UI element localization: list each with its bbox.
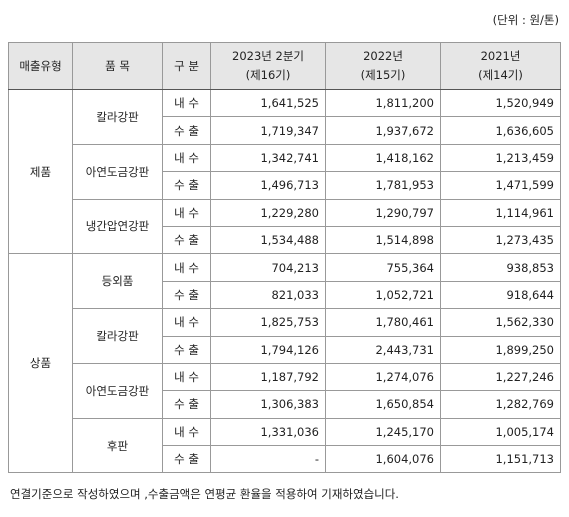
value-cell: 755,364 (325, 253, 441, 282)
kind-cell: 수 출 (162, 171, 211, 200)
value-cell: 1,151,713 (440, 445, 561, 474)
product-cell: 등외품 (72, 253, 163, 310)
product-cell: 아연도금강판 (72, 362, 163, 419)
kind-cell: 내 수 (162, 88, 211, 118)
kind-cell: 수 출 (162, 280, 211, 310)
value-cell: 1,282,769 (440, 390, 561, 419)
kind-cell: 수 출 (162, 390, 211, 419)
product-cell: 후판 (72, 417, 163, 474)
header-row: 매출유형 품 목 구 분 2023년 2분기 (제16기) 2022년 (제15기) 2… (8, 42, 561, 90)
table-row: 수 출 1,306,383 1,650,854 1,282,769 (9, 390, 561, 419)
value-cell: 1,274,076 (325, 362, 441, 392)
table-row: 제품 칼라강판 내 수 1,641,525 1,811,200 1,520,949 (8, 88, 561, 255)
value-cell: - (210, 445, 326, 474)
product-cell: 칼라강판 (72, 308, 163, 364)
period-term: (제16기) (245, 68, 291, 82)
product-cell: 냉간압연강판 (72, 198, 163, 255)
table-row: 칼라강판 내 수 1,825,753 1,780,461 1,562,330 (9, 308, 561, 364)
kind-cell: 내 수 (162, 308, 211, 337)
value-cell: 1,794,126 (210, 335, 326, 364)
value-cell: 918,644 (440, 280, 561, 310)
value-cell: 821,033 (210, 280, 326, 310)
period-term: (제14기) (478, 68, 523, 82)
value-cell: 1,471,599 (440, 171, 561, 200)
value-cell: 1,514,898 (325, 225, 441, 255)
header-cell: 2022년 (제15기) (325, 42, 441, 90)
value-cell: 1,331,036 (210, 417, 326, 447)
table-row: 상품 등외품 내 수 704,213 755,364 938,853 (8, 253, 561, 474)
table-row: 수 출 821,033 1,052,721 918,644 (9, 280, 561, 310)
header-cell: 구 분 (162, 42, 211, 90)
kind-cell: 내 수 (162, 143, 211, 173)
kind-cell: 내 수 (162, 198, 211, 227)
value-cell: 704,213 (210, 253, 326, 282)
value-cell: 1,641,525 (210, 88, 326, 118)
value-cell: 1,780,461 (325, 308, 441, 337)
value-cell: 1,227,246 (440, 362, 561, 392)
value-cell: 1,052,721 (325, 280, 441, 310)
header-cell: 품 목 (72, 42, 163, 90)
value-cell: 1,273,435 (440, 225, 561, 255)
table-row: 수 출 -1,604,076 1,151,713 (9, 445, 561, 474)
product-cell: 아연도금강판 (72, 143, 163, 200)
period-name: 2023년 2분기 (232, 49, 304, 63)
table-row: 아연도금강판 내 수 1,342,741 1,418,162 1,213,459 (9, 143, 561, 200)
value-cell: 1,245,170 (325, 417, 441, 447)
product-cell: 칼라강판 (72, 89, 163, 145)
header-cell: 2023년 2분기 (제16기) (210, 42, 326, 90)
header-cell: 매출유형 (8, 42, 73, 90)
table-row: 아연도금강판 내 수 1,187,792 1,274,076 1,227,246 (9, 362, 561, 419)
kind-cell: 내 수 (162, 253, 211, 282)
kind-cell: 수 출 (162, 445, 211, 474)
value-cell: 1,937,672 (325, 116, 441, 145)
value-cell: 1,005,174 (440, 417, 561, 447)
value-cell: 1,781,953 (325, 171, 441, 200)
value-cell: 1,229,280 (210, 198, 326, 227)
table-row: 냉간압연강판 내 수 1,229,280 1,290,797 1,114,961 (9, 198, 561, 255)
period-name: 2021년 (480, 49, 521, 63)
value-cell: 1,636,605 (440, 116, 561, 145)
unit-note: (단위 : 원/톤) (492, 13, 559, 27)
type-cell: 상품 (8, 253, 73, 474)
value-cell: 1,825,753 (210, 308, 326, 337)
table-row: 수 출 1,496,713 1,781,953 1,471,599 (9, 171, 561, 200)
value-cell: 1,114,961 (440, 198, 561, 227)
value-cell: 938,853 (440, 253, 561, 282)
kind-cell: 수 출 (162, 225, 211, 255)
value-cell: 1,562,330 (440, 308, 561, 337)
value-cell: 1,342,741 (210, 143, 326, 173)
value-cell: 1,496,713 (210, 171, 326, 200)
kind-cell: 수 출 (162, 116, 211, 145)
table-row: 수 출 1,719,347 1,937,672 1,636,605 (9, 116, 561, 145)
value-cell: 1,418,162 (325, 143, 441, 173)
value-cell: 1,213,459 (440, 143, 561, 173)
value-cell: 1,811,200 (325, 88, 441, 118)
price-table: 매출유형 품 목 구 분 2023년 2분기 (제16기) 2022년 (제15기) 2… (8, 42, 561, 474)
value-cell: 1,306,383 (210, 390, 326, 419)
type-cell: 제품 (8, 88, 73, 255)
value-cell: 2,443,731 (325, 335, 441, 364)
value-cell: 1,534,488 (210, 225, 326, 255)
value-cell: 1,899,250 (440, 335, 561, 364)
kind-cell: 수 출 (162, 335, 211, 364)
value-cell: 1,650,854 (325, 390, 441, 419)
table-row: 후판 내 수 1,331,036 1,245,170 1,005,174 (9, 417, 561, 474)
value-cell: 1,187,792 (210, 362, 326, 392)
value-cell: 1,604,076 (325, 445, 441, 474)
value-cell: 1,520,949 (440, 88, 561, 118)
table-row: 수 출 1,794,126 2,443,731 1,899,250 (9, 335, 561, 364)
value-cell: 1,290,797 (325, 198, 441, 227)
value-cell: 1,719,347 (210, 116, 326, 145)
period-name: 2022년 (363, 49, 403, 63)
header-cell: 2021년 (제14기) (440, 42, 561, 90)
kind-cell: 내 수 (162, 417, 211, 447)
period-term: (제15기) (360, 68, 406, 82)
table-row: 수 출 1,534,488 1,514,898 1,273,435 (9, 225, 561, 255)
footnote: 연결기준으로 작성하였으며 ,수출금액은 연평균 환율을 적용하여 기재하였습니… (10, 487, 399, 501)
kind-cell: 내 수 (162, 362, 211, 392)
